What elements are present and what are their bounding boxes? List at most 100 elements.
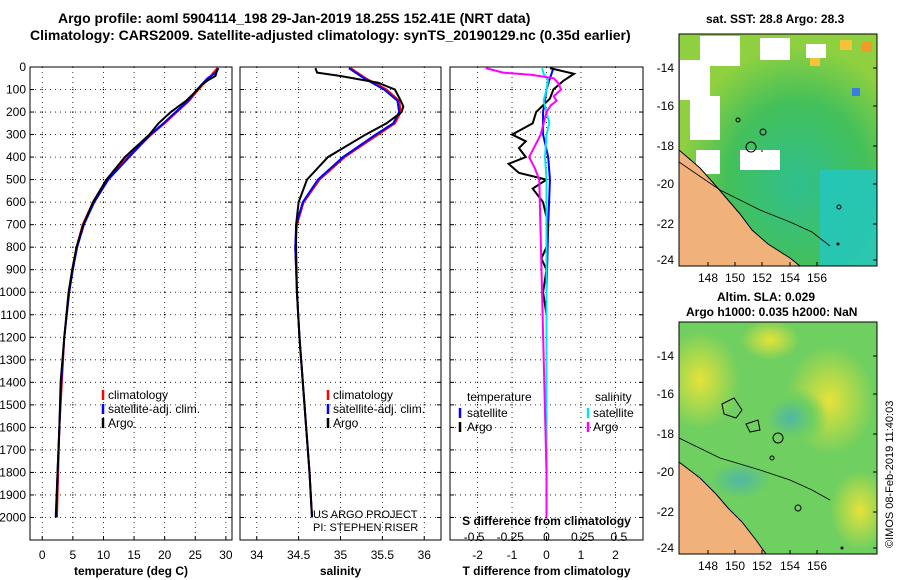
map-y-tick-label: -18	[657, 427, 675, 441]
map-y-tick-label: -14	[657, 349, 675, 363]
legend-label: satellite-adj. clim.	[108, 402, 200, 416]
map-y-tick-label: -22	[657, 505, 675, 519]
map-x-tick-label: 150	[725, 559, 745, 573]
y-tick-label: 1600	[0, 420, 26, 434]
map-y-tick-label: -20	[657, 465, 675, 479]
map-x-tick-label: 152	[752, 271, 772, 285]
x-tick-label: 10	[97, 548, 111, 562]
legend-label: climatology	[333, 388, 393, 402]
series-s-argo	[485, 67, 563, 518]
y-tick-label: 1400	[0, 375, 26, 389]
sla-map-title-line1: Altim. SLA: 0.029	[717, 290, 816, 304]
y-tick-label: 400	[6, 150, 26, 164]
x-tick-label: 25	[189, 548, 203, 562]
series-t-satellite	[542, 67, 555, 518]
y-tick-label: 300	[6, 128, 26, 142]
s-tick-label: -0.25	[497, 530, 525, 544]
x-axis-label: salinity	[320, 564, 362, 578]
x-tick-label: 1	[578, 548, 585, 562]
x-tick-label: 15	[127, 548, 141, 562]
map-x-tick-label: 152	[752, 559, 772, 573]
s-tick-label: 0.25	[571, 530, 595, 544]
map-x-tick-label: 156	[807, 559, 827, 573]
map-y-tick-label: -14	[657, 61, 675, 75]
map-x-tick-label: 150	[725, 271, 745, 285]
legend-label: Argo	[333, 416, 359, 430]
legend-title-salinity: salinity	[595, 390, 632, 404]
s-tick-label: 0.5	[611, 530, 628, 544]
legend-label: Argo	[593, 420, 619, 434]
y-tick-label: 800	[6, 240, 26, 254]
y-tick-label: 0	[19, 60, 26, 74]
y-tick-label: 1100	[0, 308, 26, 322]
y-tick-label: 1800	[0, 465, 26, 479]
x-tick-label: 34.5	[287, 548, 311, 562]
s-axis-label: S difference from climatology	[462, 514, 631, 528]
legend-title-temperature: temperature	[467, 390, 532, 404]
y-tick-label: 1000	[0, 285, 26, 299]
x-tick-label: -2	[472, 548, 483, 562]
map-x-tick-label: 148	[698, 271, 718, 285]
map-y-tick-label: -24	[657, 541, 675, 555]
map-x-tick-label: 148	[698, 559, 718, 573]
legend-label: climatology	[108, 388, 168, 402]
x-tick-label: 20	[158, 548, 172, 562]
y-tick-label: 2000	[0, 510, 26, 524]
y-tick-label: 200	[6, 105, 26, 119]
map-y-tick-label: -18	[657, 139, 675, 153]
series-argo	[54, 67, 219, 518]
temperature-panel: 0100200300400500600700800900100011001200…	[0, 60, 233, 578]
legend-label: satellite-adj. clim.	[333, 402, 425, 416]
map-x-tick-label: 154	[780, 271, 800, 285]
project-credit: US ARGO PROJECT	[313, 509, 418, 521]
credit-label: ©IMOS 08-Feb-2019 11:40:03	[884, 401, 896, 548]
figure-title-line1: Argo profile: aoml 5904114_198 29-Jan-20…	[58, 10, 531, 26]
sst-map-title: sat. SST: 28.8 Argo: 28.3	[706, 12, 845, 26]
s-tick-label: 0	[543, 530, 550, 544]
x-tick-label: 5	[70, 548, 77, 562]
sst-map: 148 150 152 154 156 -14 -16 -18 -20 -22 -24	[657, 33, 878, 285]
y-tick-label: 100	[6, 83, 26, 97]
x-tick-label: 0	[39, 548, 46, 562]
y-tick-label: 1900	[0, 488, 26, 502]
x-axis-label: temperature (deg C)	[74, 564, 188, 578]
x-tick-label: 30	[219, 548, 233, 562]
legend-label: satellite	[467, 406, 508, 420]
x-tick-label: 35.5	[371, 548, 395, 562]
y-tick-label: 700	[6, 218, 26, 232]
map-y-tick-label: -20	[657, 177, 675, 191]
difference-panel: -2 -1 0 1 2 -0.5 -0.25 0 0.25 0.5 S difference fro…	[449, 66, 644, 578]
s-tick-label: -0.5	[464, 530, 485, 544]
x-tick-label: 36	[418, 548, 432, 562]
legend-label: satellite	[593, 406, 634, 420]
series-climatology	[294, 67, 402, 518]
legend-label: Argo	[108, 416, 134, 430]
y-tick-label: 1700	[0, 443, 26, 457]
plot-frame	[29, 66, 233, 541]
salinity-panel: 34 34.5 35 35.5 36 salinity climatologysatelli…	[239, 66, 442, 578]
y-tick-label: 600	[6, 195, 26, 209]
y-tick-label: 900	[6, 263, 26, 277]
legend-label: Argo	[467, 420, 493, 434]
sla-map: 148 150 152 154 156 -14 -16 -18 -20 -22 -24	[657, 321, 878, 573]
project-credit: PI: STEPHEN RISER	[313, 522, 418, 534]
figure-title-line2: Climatology: CARS2009. Satellite-adjuste…	[30, 27, 631, 43]
map-x-tick-label: 156	[807, 271, 827, 285]
x-tick-label: 0	[543, 548, 550, 562]
map-y-tick-label: -16	[657, 99, 675, 113]
y-tick-label: 500	[6, 173, 26, 187]
x-tick-label: -1	[507, 548, 518, 562]
x-tick-label: 34	[250, 548, 264, 562]
map-y-tick-label: -16	[657, 387, 675, 401]
series-s-satellite	[541, 67, 551, 518]
x-tick-label: 35	[334, 548, 348, 562]
y-tick-label: 1500	[0, 398, 26, 412]
y-tick-label: 1200	[0, 330, 26, 344]
series-argo	[295, 67, 405, 518]
sla-map-title-line2: Argo h1000: 0.035 h2000: NaN	[686, 305, 858, 319]
x-axis-label: T difference from climatology	[462, 564, 630, 578]
y-tick-label: 1300	[0, 353, 26, 367]
x-tick-label: 2	[612, 548, 619, 562]
map-y-tick-label: -22	[657, 217, 675, 231]
